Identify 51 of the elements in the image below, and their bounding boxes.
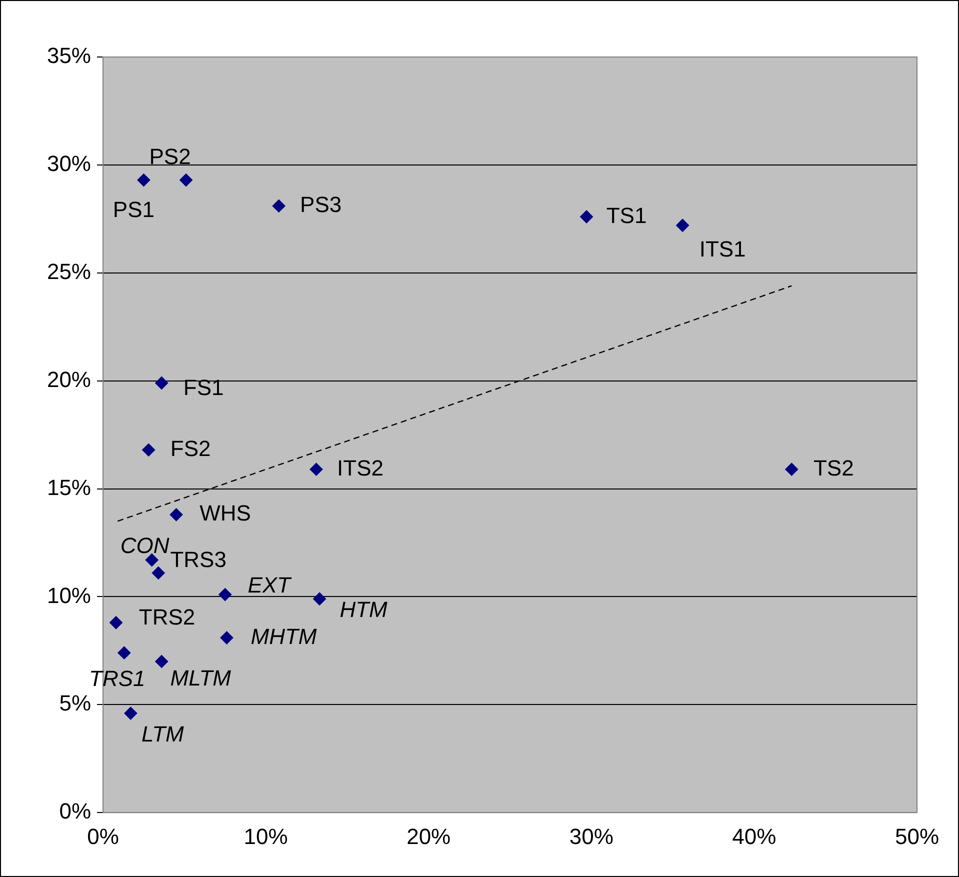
annotation: ITS2: [337, 455, 384, 480]
annotation: PS3: [300, 192, 342, 218]
annotation: FS2: [170, 436, 211, 461]
x-tick-label: 20%: [406, 824, 451, 849]
y-tick-label: 25%: [46, 258, 91, 284]
point: [110, 616, 123, 630]
annotation: PS2: [149, 144, 191, 170]
annotation: TS1: [606, 202, 647, 228]
point: [118, 646, 131, 660]
point: [313, 592, 326, 606]
y-tick-label: 15%: [46, 474, 91, 500]
point: [220, 631, 234, 644]
annotation: TRS2: [138, 604, 196, 630]
x-tick-label: 0%: [87, 824, 119, 849]
x-tick-label: 30%: [569, 824, 614, 849]
point: [218, 588, 232, 602]
y-tick-label: 35%: [46, 43, 91, 68]
point: [152, 566, 165, 580]
point: [137, 174, 150, 187]
annotation: WHS: [200, 500, 251, 526]
annotation: HTM: [340, 597, 388, 622]
point: [272, 199, 286, 212]
annotation: TS2: [813, 455, 854, 480]
y-tick-label: 10%: [46, 582, 91, 608]
point: [785, 462, 798, 476]
annotation: ITS1: [699, 236, 746, 262]
point: [310, 462, 323, 476]
point: [155, 376, 168, 390]
annotation: TRS1: [89, 666, 146, 691]
point: [180, 174, 193, 187]
x-tick-label: 40%: [732, 824, 776, 849]
point: [145, 554, 158, 567]
annotation: MLTM: [170, 666, 232, 691]
y-tick-label: 20%: [46, 366, 91, 392]
point: [676, 218, 690, 232]
annotation: TRS3: [170, 547, 226, 572]
point: [124, 706, 138, 720]
point: [580, 210, 594, 224]
annotation: MHTM: [250, 624, 318, 649]
y-tick-label: 30%: [46, 151, 91, 176]
point: [142, 443, 156, 456]
x-tick-label: 10%: [244, 824, 288, 849]
y-tick-label: 5%: [59, 690, 91, 716]
point: [155, 654, 168, 668]
annotation: LTM: [141, 721, 185, 746]
annotation: EXT: [248, 572, 292, 598]
y-tick-label: 0%: [59, 798, 91, 824]
point: [170, 508, 183, 522]
annotation: PS1: [112, 197, 154, 222]
annotation: CON: [120, 533, 170, 558]
x-tick-label: 50%: [894, 824, 940, 849]
